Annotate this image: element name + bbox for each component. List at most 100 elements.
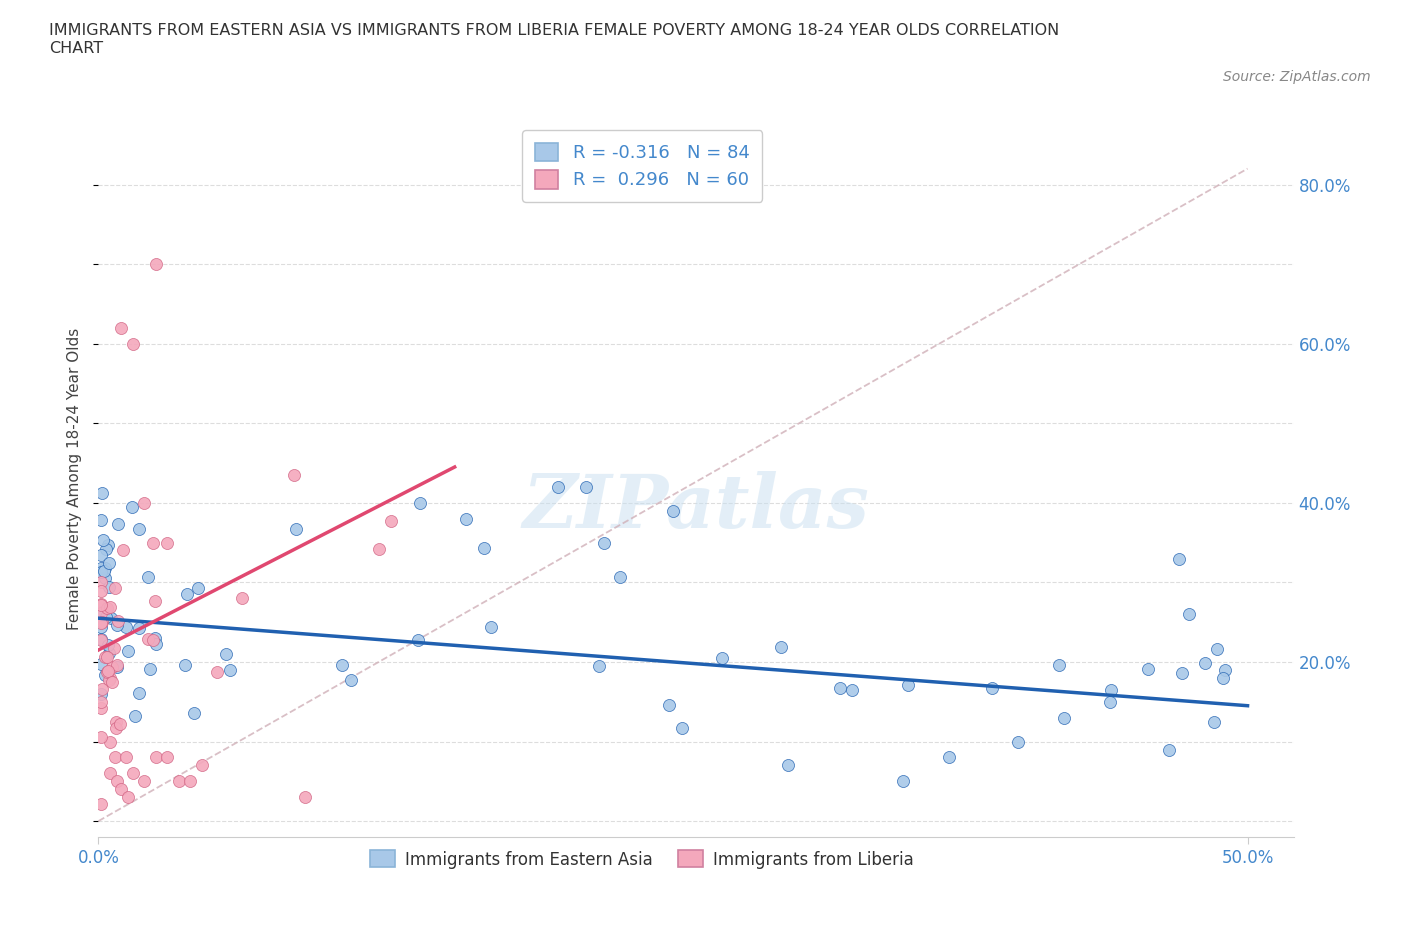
Point [609,570,631,585]
Point [90,619,112,634]
Point [98,579,121,594]
Point [90,604,112,619]
Point [145,750,167,764]
Point [90,657,112,671]
Point [90,574,112,589]
Point [105,714,128,729]
Point [97,664,120,679]
Point [1206,641,1229,656]
Point [134,496,156,511]
Point [1137,661,1160,676]
Point [104,720,127,735]
Point [981,681,1004,696]
Point [588,658,610,673]
Point [101,674,124,689]
Point [769,640,792,655]
Point [98,734,121,749]
Point [117,790,139,804]
Point [214,646,236,661]
Point [90,687,112,702]
Point [776,758,799,773]
Point [111,543,134,558]
Point [1099,682,1122,697]
Point [218,662,240,677]
Point [105,774,128,789]
Point [183,706,205,721]
Point [107,618,129,633]
Point [406,632,429,647]
Point [1159,743,1181,758]
Point [143,593,166,608]
Point [90,596,112,611]
Point [179,774,201,789]
Point [96,664,118,679]
Point [124,709,146,724]
Point [90,561,112,576]
Point [90,565,112,579]
Point [938,750,960,764]
Point [671,721,693,736]
Point [1213,662,1236,677]
Point [90,605,112,620]
Point [142,536,165,551]
Point [101,659,124,674]
Point [167,774,190,789]
Point [91,485,114,500]
Point [1204,715,1226,730]
Point [1053,711,1076,725]
Point [90,547,112,562]
Legend: Immigrants from Eastern Asia, Immigrants from Liberia: Immigrants from Eastern Asia, Immigrants… [364,844,921,875]
Point [90,598,112,613]
Point [380,513,402,528]
Point [1007,734,1029,749]
Point [97,645,120,660]
Point [90,694,112,709]
Point [90,729,112,744]
Point [105,658,128,672]
Point [1212,671,1234,685]
Point [472,540,495,555]
Point [1178,607,1201,622]
Point [409,496,432,511]
Point [96,601,118,616]
Point [897,677,920,692]
Point [93,561,115,576]
Point [187,580,209,595]
Point [96,541,118,556]
Point [96,650,118,665]
Point [121,499,143,514]
Point [97,538,120,552]
Point [593,535,616,550]
Point [1047,658,1070,673]
Point [94,649,117,664]
Point [100,611,122,626]
Point [90,615,112,630]
Point [122,766,145,781]
Text: IMMIGRANTS FROM EASTERN ASIA VS IMMIGRANTS FROM LIBERIA FEMALE POVERTY AMONG 18-: IMMIGRANTS FROM EASTERN ASIA VS IMMIGRAN… [49,23,1060,56]
Point [115,750,138,764]
Point [657,698,679,712]
Point [122,337,145,352]
Point [90,631,112,646]
Point [368,541,391,556]
Point [134,774,156,789]
Point [142,632,165,647]
Point [128,686,150,701]
Point [128,621,150,636]
Point [456,512,478,526]
Point [104,580,127,595]
Point [93,667,115,682]
Point [479,619,502,634]
Point [136,569,159,584]
Point [107,614,129,629]
Point [1167,551,1189,566]
Point [191,758,214,773]
Point [332,658,354,672]
Point [110,320,132,335]
Point [94,609,117,624]
Point [173,658,195,672]
Point [90,700,112,715]
Point [145,257,167,272]
Y-axis label: Female Poverty Among 18-24 Year Olds: Female Poverty Among 18-24 Year Olds [67,328,83,631]
Point [1098,695,1121,710]
